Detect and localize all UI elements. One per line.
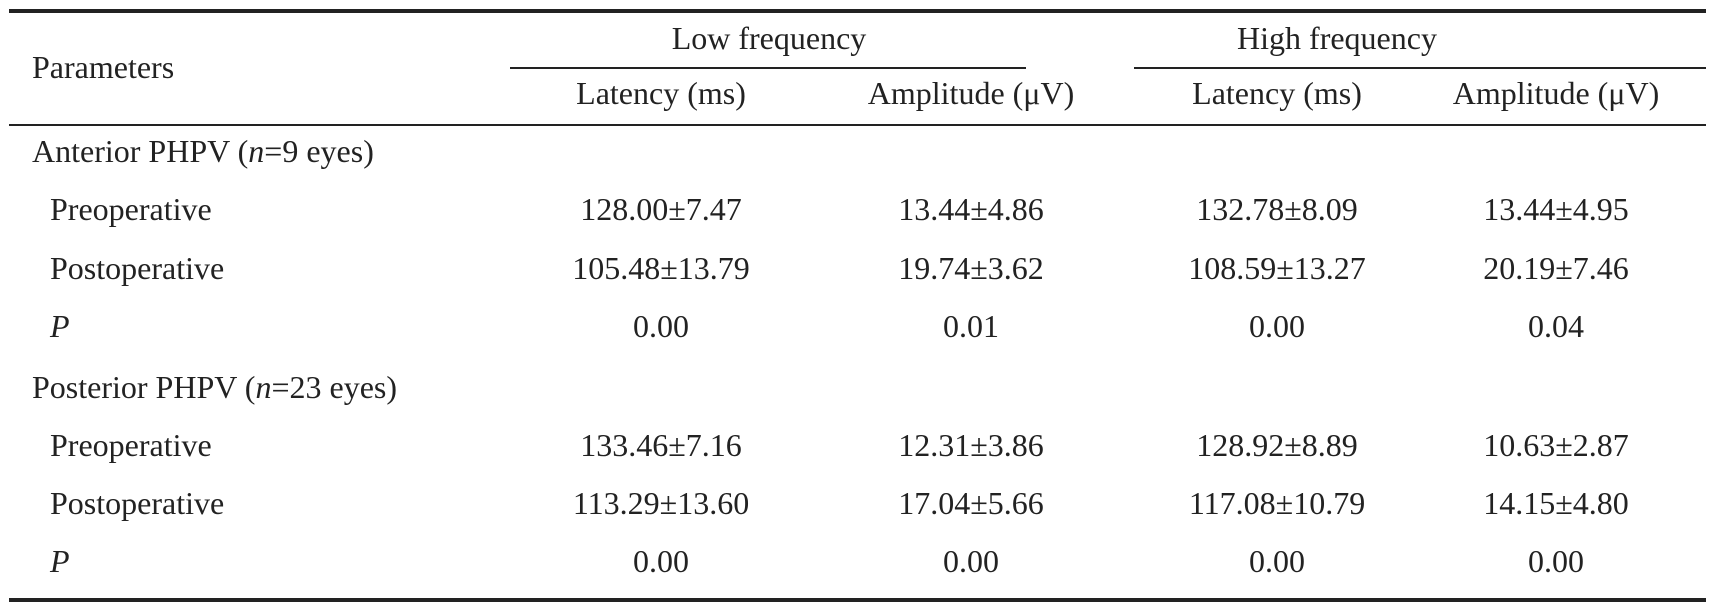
table-cell: 0.00 bbox=[1528, 543, 1584, 579]
low-frequency-group-rule bbox=[510, 67, 1026, 69]
section-title-suffix: =23 eyes) bbox=[271, 369, 397, 405]
row-label: Postoperative bbox=[50, 250, 225, 286]
row-label: P bbox=[50, 308, 70, 344]
data-table: Parameters Low frequency High frequency … bbox=[9, 9, 1706, 602]
section-posterior-phpv: Posterior PHPV (n=23 eyes) bbox=[32, 367, 397, 407]
header-bottom-rule bbox=[9, 124, 1706, 126]
section-anterior-phpv: Anterior PHPV (n=9 eyes) bbox=[32, 131, 374, 171]
table-cell: 17.04±5.66 bbox=[898, 485, 1044, 521]
row-label: Preoperative bbox=[50, 191, 212, 227]
header-low-amplitude: Amplitude (μV) bbox=[867, 75, 1075, 111]
section-title-suffix: =9 eyes) bbox=[264, 133, 374, 169]
table-cell: 0.00 bbox=[943, 543, 999, 579]
table-cell: 128.00±7.47 bbox=[580, 191, 742, 227]
table-cell: 113.29±13.60 bbox=[572, 485, 750, 521]
table-cell: 0.01 bbox=[943, 308, 999, 344]
table-cell: 13.44±4.86 bbox=[898, 191, 1044, 227]
table-cell: 10.63±2.87 bbox=[1483, 427, 1629, 463]
table-cell: 133.46±7.16 bbox=[580, 427, 742, 463]
header-group-low-frequency: Low frequency bbox=[671, 20, 867, 56]
table-cell: 105.48±13.79 bbox=[572, 250, 750, 286]
header-group-high-frequency: High frequency bbox=[1237, 20, 1437, 56]
header-parameters: Parameters bbox=[32, 49, 175, 85]
section-title-prefix: Anterior PHPV ( bbox=[32, 133, 249, 169]
table-cell: 108.59±13.27 bbox=[1188, 250, 1366, 286]
table-top-rule bbox=[9, 9, 1706, 13]
section-title-n: n bbox=[248, 133, 265, 169]
table-cell: 0.00 bbox=[1249, 308, 1305, 344]
table-cell: 0.00 bbox=[633, 543, 689, 579]
table-cell: 0.00 bbox=[633, 308, 689, 344]
header-low-latency: Latency (ms) bbox=[576, 75, 746, 111]
section-title-n: n bbox=[255, 369, 272, 405]
section-title-prefix: Posterior PHPV ( bbox=[32, 369, 256, 405]
table-bottom-rule bbox=[9, 598, 1706, 602]
row-label: Preoperative bbox=[50, 427, 212, 463]
table-cell: 128.92±8.89 bbox=[1196, 427, 1358, 463]
header-high-amplitude: Amplitude (μV) bbox=[1452, 75, 1660, 111]
table-cell: 0.00 bbox=[1249, 543, 1305, 579]
high-frequency-group-rule bbox=[1134, 67, 1706, 69]
table-cell: 14.15±4.80 bbox=[1483, 485, 1629, 521]
header-high-latency: Latency (ms) bbox=[1192, 75, 1362, 111]
table-cell: 12.31±3.86 bbox=[898, 427, 1044, 463]
table-cell: 117.08±10.79 bbox=[1188, 485, 1366, 521]
table-cell: 13.44±4.95 bbox=[1483, 191, 1629, 227]
table-cell: 20.19±7.46 bbox=[1483, 250, 1629, 286]
table-cell: 132.78±8.09 bbox=[1196, 191, 1358, 227]
table-cell: 19.74±3.62 bbox=[898, 250, 1044, 286]
row-label: P bbox=[50, 543, 70, 579]
row-label: Postoperative bbox=[50, 485, 225, 521]
table-cell: 0.04 bbox=[1528, 308, 1584, 344]
